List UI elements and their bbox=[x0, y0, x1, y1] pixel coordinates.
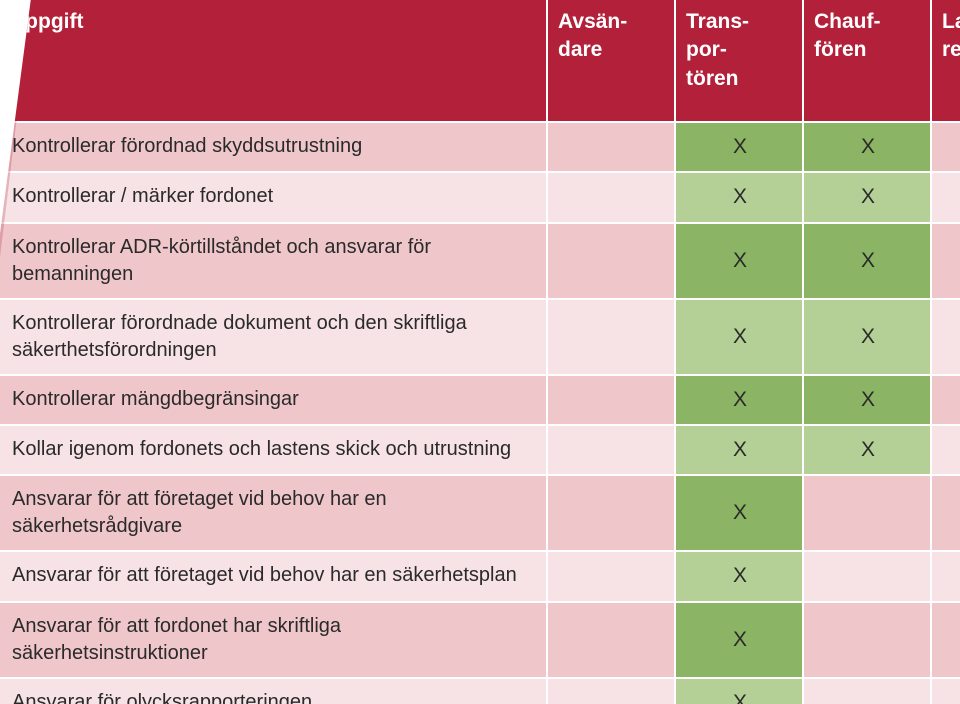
cell-lastaren bbox=[931, 375, 960, 425]
task-cell: Ansvarar för att företaget vid behov har… bbox=[0, 475, 547, 551]
cell-chaufforen: X bbox=[803, 172, 931, 222]
cell-chaufforen bbox=[803, 551, 931, 601]
cell-lastaren bbox=[931, 425, 960, 475]
cell-avsandare bbox=[547, 425, 675, 475]
task-cell: Ansvarar för att fordonet har skriftliga… bbox=[0, 602, 547, 678]
cell-transportoren: X bbox=[675, 299, 803, 375]
table-row: Kontrollerar mängdbegränsingar XX bbox=[0, 375, 960, 425]
cell-transportoren: X bbox=[675, 375, 803, 425]
col-uppgift: Uppgift bbox=[0, 0, 547, 122]
cell-avsandare bbox=[547, 172, 675, 222]
task-cell: Kontrollerar förordnade dokument och den… bbox=[0, 299, 547, 375]
task-cell: Ansvarar för olycksrapporteringen bbox=[0, 678, 547, 704]
cell-chaufforen: X bbox=[803, 299, 931, 375]
header-row: Uppgift Avsän-dare Trans-por-tören Chauf… bbox=[0, 0, 960, 122]
cell-avsandare bbox=[547, 122, 675, 172]
task-cell: Kontrollerar ADR-körtillståndet och ansv… bbox=[0, 223, 547, 299]
table-row: Kontrollerar / märker fordonet XX bbox=[0, 172, 960, 222]
task-cell: Kontrollerar / märker fordonet bbox=[0, 172, 547, 222]
cell-avsandare bbox=[547, 678, 675, 704]
cell-transportoren: X bbox=[675, 172, 803, 222]
table-row: Kontrollerar ADR-körtillståndet och ansv… bbox=[0, 223, 960, 299]
col-avsandare: Avsän-dare bbox=[547, 0, 675, 122]
table-body: Kontrollerar förordnad skyddsutrustning X… bbox=[0, 122, 960, 704]
cell-lastaren bbox=[931, 602, 960, 678]
task-cell: Kontrollerar förordnad skyddsutrustning bbox=[0, 122, 547, 172]
table-row: Ansvarar för att företaget vid behov har… bbox=[0, 551, 960, 601]
table-row: Kontrollerar förordnad skyddsutrustning X… bbox=[0, 122, 960, 172]
cell-avsandare bbox=[547, 475, 675, 551]
cell-chaufforen bbox=[803, 475, 931, 551]
cell-avsandare bbox=[547, 223, 675, 299]
cell-transportoren: X bbox=[675, 425, 803, 475]
col-transportoren: Trans-por-tören bbox=[675, 0, 803, 122]
cell-lastaren bbox=[931, 475, 960, 551]
col-lastaren: Lasta-ren bbox=[931, 0, 960, 122]
cell-lastaren bbox=[931, 678, 960, 704]
cell-lastaren bbox=[931, 172, 960, 222]
cell-transportoren: X bbox=[675, 678, 803, 704]
task-cell: Kollar igenom fordonets och lastens skic… bbox=[0, 425, 547, 475]
cell-transportoren: X bbox=[675, 602, 803, 678]
cell-chaufforen bbox=[803, 602, 931, 678]
cell-transportoren: X bbox=[675, 475, 803, 551]
diagonal-accent bbox=[0, 0, 36, 340]
cell-chaufforen: X bbox=[803, 122, 931, 172]
col-chaufforen: Chauf-fören bbox=[803, 0, 931, 122]
cell-chaufforen: X bbox=[803, 425, 931, 475]
cell-chaufforen: X bbox=[803, 223, 931, 299]
task-cell: Ansvarar för att företaget vid behov har… bbox=[0, 551, 547, 601]
cell-avsandare bbox=[547, 375, 675, 425]
cell-avsandare bbox=[547, 299, 675, 375]
cell-transportoren: X bbox=[675, 122, 803, 172]
task-cell: Kontrollerar mängdbegränsingar bbox=[0, 375, 547, 425]
table-row: Kollar igenom fordonets och lastens skic… bbox=[0, 425, 960, 475]
cell-transportoren: X bbox=[675, 551, 803, 601]
table-row: Kontrollerar förordnade dokument och den… bbox=[0, 299, 960, 375]
cell-avsandare bbox=[547, 602, 675, 678]
cell-chaufforen: X bbox=[803, 375, 931, 425]
responsibility-table: Uppgift Avsän-dare Trans-por-tören Chauf… bbox=[0, 0, 960, 704]
table-row: Ansvarar för att företaget vid behov har… bbox=[0, 475, 960, 551]
cell-transportoren: X bbox=[675, 223, 803, 299]
cell-lastaren bbox=[931, 223, 960, 299]
cell-lastaren bbox=[931, 122, 960, 172]
table-row: Ansvarar för att fordonet har skriftliga… bbox=[0, 602, 960, 678]
table-row: Ansvarar för olycksrapporteringen X bbox=[0, 678, 960, 704]
cell-lastaren bbox=[931, 299, 960, 375]
cell-lastaren bbox=[931, 551, 960, 601]
cell-avsandare bbox=[547, 551, 675, 601]
cell-chaufforen bbox=[803, 678, 931, 704]
